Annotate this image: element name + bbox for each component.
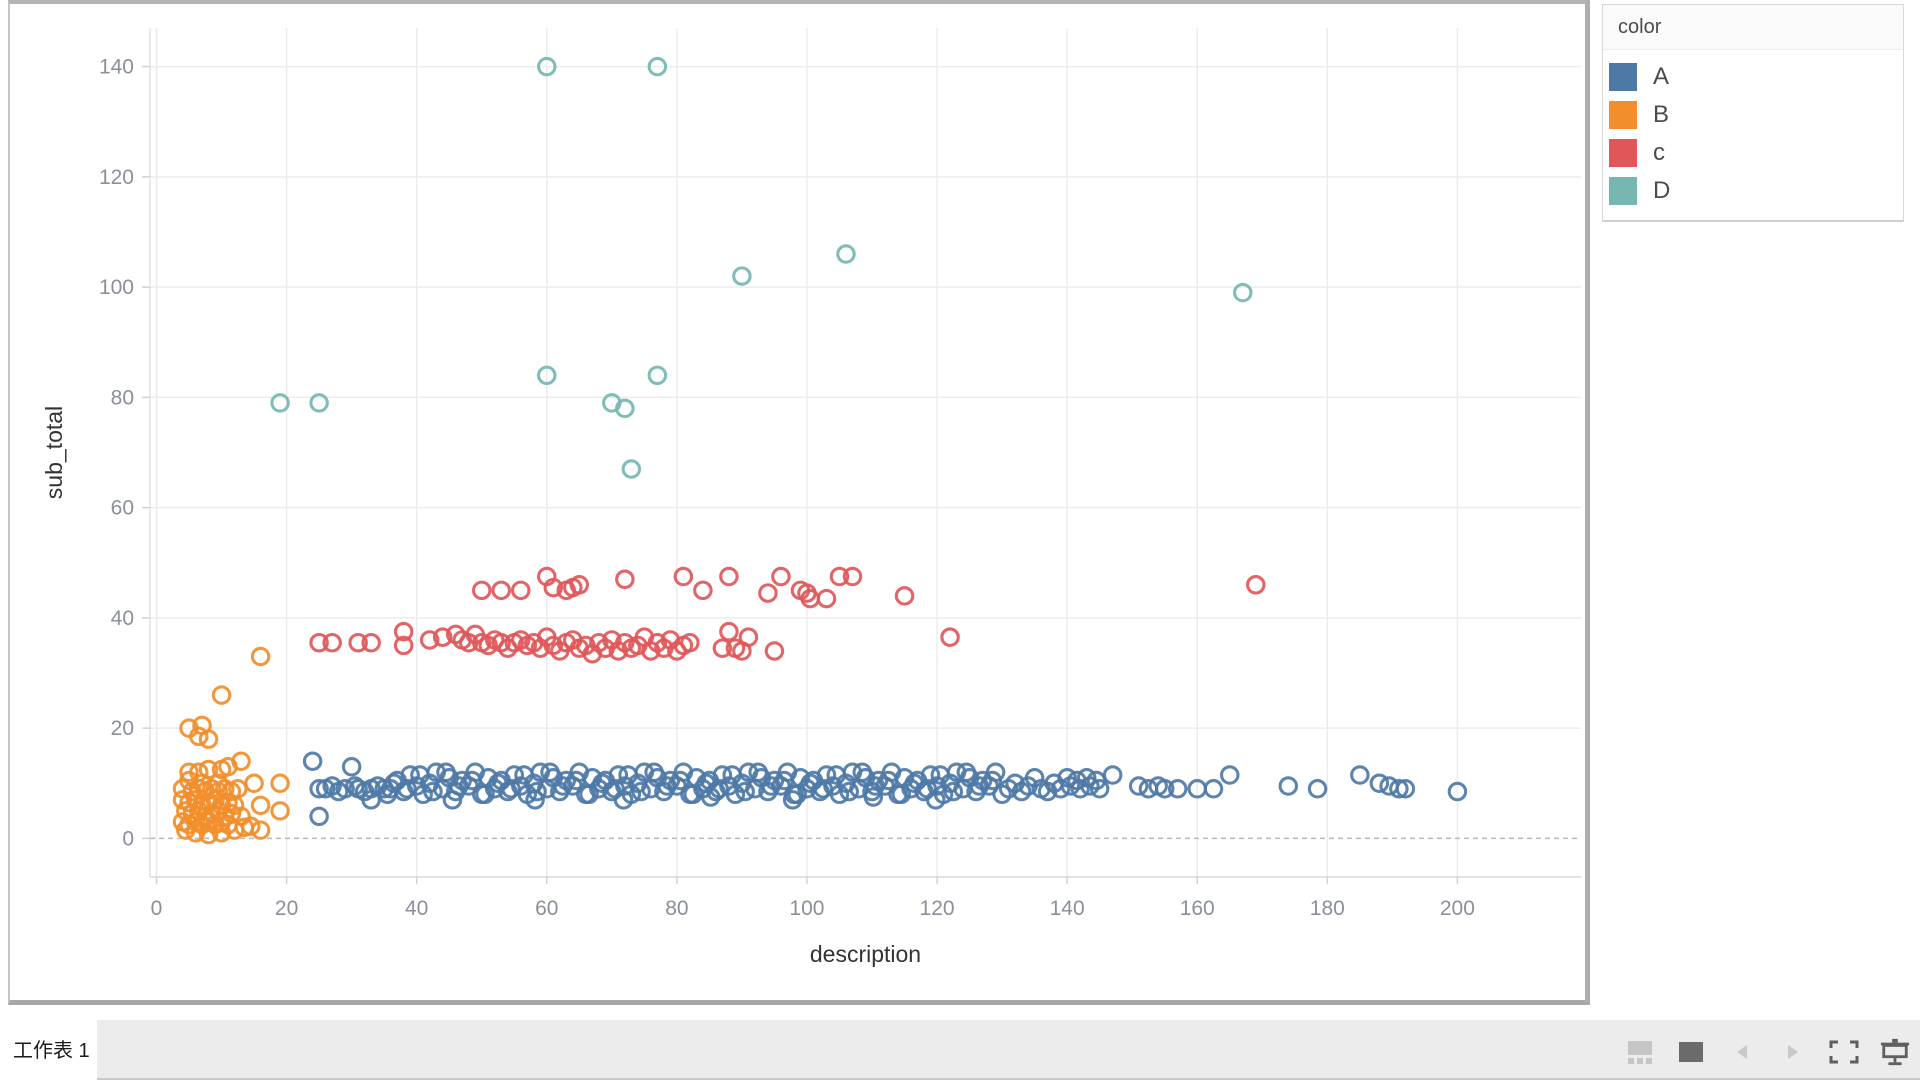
svg-text:100: 100 [99,276,134,299]
svg-text:60: 60 [111,497,134,520]
svg-text:20: 20 [111,717,134,740]
scatter-plot[interactable]: 0 20 40 60 80 100 120 140 160 180 200 0 20 40 60 80 100 1… [10,4,1583,1000]
legend-swatch-icon [1609,139,1637,167]
legend-item-label: B [1653,101,1670,128]
legend-swatch-icon [1609,177,1637,205]
svg-text:40: 40 [405,897,428,920]
view-toolbar [1625,1038,1910,1066]
status-bar: 工作表 1 [0,1016,1920,1080]
legend-item-c[interactable]: c [1603,134,1903,172]
svg-text:160: 160 [1180,897,1215,920]
svg-text:100: 100 [789,897,824,920]
sheet-tab[interactable]: 工作表 1 [0,1016,97,1080]
svg-text:80: 80 [111,386,134,409]
presentation-mode-icon[interactable] [1880,1038,1910,1066]
legend-item-D[interactable]: D [1603,172,1903,210]
svg-text:40: 40 [111,607,134,630]
svg-text:0: 0 [122,827,134,850]
svg-text:0: 0 [151,897,163,920]
svg-text:20: 20 [275,897,298,920]
legend-item-label: A [1653,63,1670,90]
svg-text:140: 140 [1050,897,1085,920]
legend-swatch-icon [1609,101,1637,129]
previous-sheet-icon[interactable] [1727,1038,1757,1066]
legend-item-label: c [1653,139,1665,166]
fullscreen-icon[interactable] [1829,1038,1859,1066]
svg-text:sub_total: sub_total [41,406,67,499]
legend-title: color [1603,5,1903,50]
legend-swatch-icon [1609,63,1637,91]
next-sheet-icon[interactable] [1778,1038,1808,1066]
svg-text:120: 120 [920,897,955,920]
svg-text:180: 180 [1310,897,1345,920]
svg-text:60: 60 [535,897,558,920]
sheet-tab-label: 工作表 1 [13,1039,90,1062]
svg-text:80: 80 [665,897,688,920]
filmstrip-view-icon[interactable] [1625,1038,1655,1066]
legend-item-label: D [1653,177,1671,204]
svg-text:200: 200 [1440,897,1475,920]
svg-text:140: 140 [99,56,134,79]
worksheet-canvas: 0 20 40 60 80 100 120 140 160 180 200 0 20 40 60 80 100 1… [8,0,1590,1005]
legend-item-A[interactable]: A [1603,58,1903,96]
svg-text:120: 120 [99,166,134,189]
legend-item-B[interactable]: B [1603,96,1903,134]
svg-text:description: description [810,941,921,967]
sheet-view-icon[interactable] [1676,1038,1706,1066]
status-bar-background [97,1020,1920,1080]
